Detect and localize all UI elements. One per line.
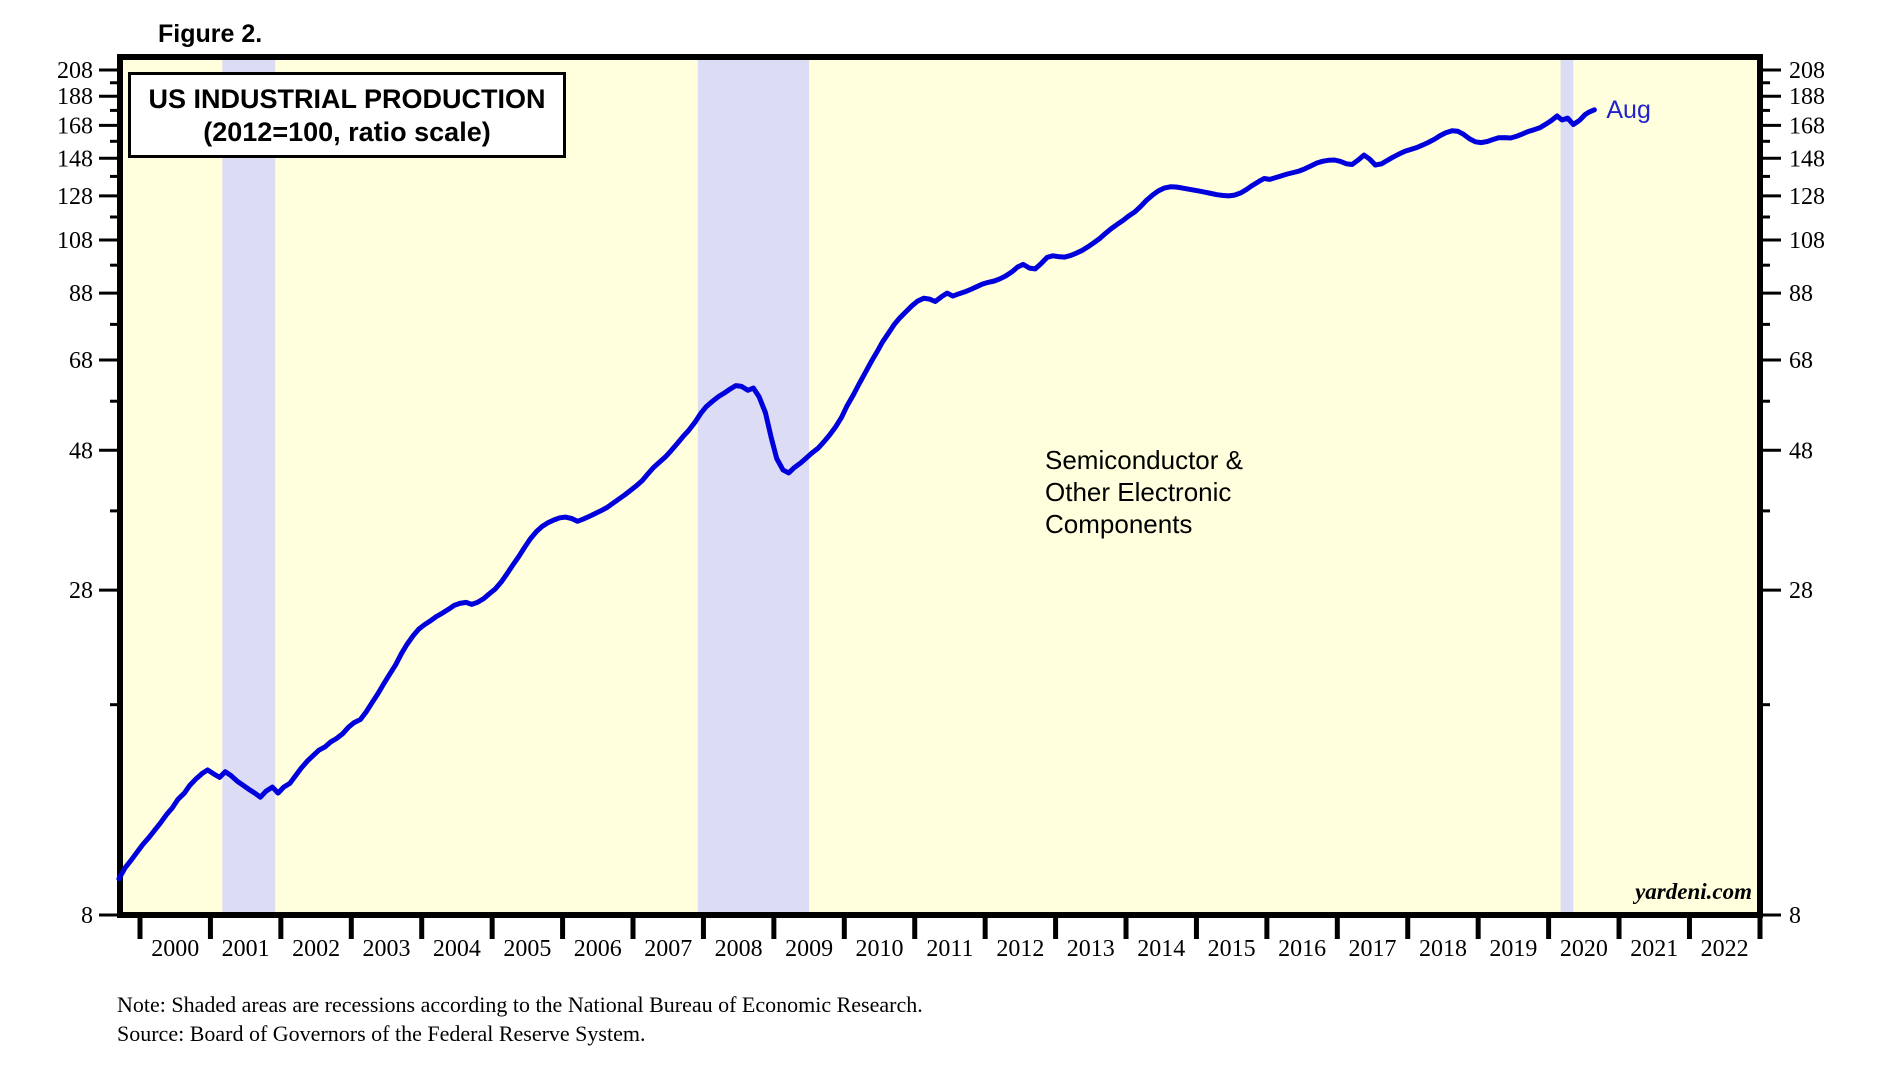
x-axis-year-label: 2003 <box>363 936 411 962</box>
y-axis-label-right: 128 <box>1789 184 1825 210</box>
y-axis-label-right: 108 <box>1789 228 1825 254</box>
x-axis-year-label: 2000 <box>151 936 199 962</box>
y-axis-label-left: 208 <box>57 58 93 84</box>
figure-number-label: Figure 2. <box>158 20 263 48</box>
x-axis-year-label: 2013 <box>1067 936 1115 962</box>
x-axis-year-label: 2001 <box>222 936 270 962</box>
note-recessions: Note: Shaded areas are recessions accord… <box>117 992 923 1017</box>
y-axis-label-left: 28 <box>69 578 93 604</box>
y-axis-label-right: 68 <box>1789 348 1813 374</box>
x-axis-year-label: 2011 <box>926 936 973 962</box>
series-annotation-line3: Components <box>1045 509 1193 539</box>
x-axis-year-label: 2004 <box>433 936 481 962</box>
x-axis-year-label: 2007 <box>644 936 692 962</box>
x-axis-year-label: 2008 <box>715 936 763 962</box>
y-axis-label-left: 88 <box>69 281 93 307</box>
chart-title-line1: US INDUSTRIAL PRODUCTION <box>148 84 546 114</box>
y-axis-label-right: 168 <box>1789 113 1825 139</box>
series-annotation: Semiconductor & Other Electronic Compone… <box>1045 444 1243 540</box>
y-axis-label-left: 188 <box>57 84 93 110</box>
y-axis-label-right: 28 <box>1789 578 1813 604</box>
series-annotation-line1: Semiconductor & <box>1045 445 1243 475</box>
plot-border <box>117 54 1763 918</box>
y-axis-label-left: 8 <box>81 903 93 929</box>
y-axis-label-left: 108 <box>57 228 93 254</box>
x-axis-year-label: 2002 <box>292 936 340 962</box>
y-axis-label-left: 168 <box>57 113 93 139</box>
x-axis-year-label: 2021 <box>1630 936 1678 962</box>
y-axis-label-right: 48 <box>1789 438 1813 464</box>
x-axis-year-label: 2010 <box>856 936 904 962</box>
plot-background <box>120 57 1760 915</box>
y-axis-label-right: 148 <box>1789 146 1825 172</box>
recession-band <box>222 60 276 912</box>
series-annotation-line2: Other Electronic <box>1045 477 1232 507</box>
y-axis-label-right: 208 <box>1789 58 1825 84</box>
footnotes: Note: Shaded areas are recessions accord… <box>117 990 923 1048</box>
y-axis-label-right: 88 <box>1789 281 1813 307</box>
x-axis-year-label: 2017 <box>1349 936 1397 962</box>
x-axis-year-label: 2018 <box>1419 936 1467 962</box>
x-axis-year-label: 2014 <box>1137 936 1185 962</box>
x-axis-year-label: 2005 <box>503 936 551 962</box>
x-axis-year-label: 2015 <box>1208 936 1256 962</box>
x-axis-year-label: 2020 <box>1560 936 1608 962</box>
production-series-line <box>116 107 1597 882</box>
x-axis-year-label: 2012 <box>996 936 1044 962</box>
note-source: Source: Board of Governors of the Federa… <box>117 1021 646 1046</box>
x-axis-year-label: 2006 <box>574 936 622 962</box>
y-axis-label-left: 148 <box>57 146 93 172</box>
y-axis-label-left: 68 <box>69 348 93 374</box>
y-axis-label-right: 188 <box>1789 84 1825 110</box>
x-axis-year-label: 2016 <box>1278 936 1326 962</box>
y-axis-label-left: 48 <box>69 438 93 464</box>
watermark-yardeni: yardeni.com <box>1635 879 1752 904</box>
y-axis-label-right: 8 <box>1789 903 1801 929</box>
x-axis-year-label: 2009 <box>785 936 833 962</box>
recession-band <box>1560 60 1574 912</box>
x-axis-year-label: 2019 <box>1489 936 1537 962</box>
x-axis-year-label: 2022 <box>1701 936 1749 962</box>
chart-title-line2: (2012=100, ratio scale) <box>203 117 491 147</box>
chart-title-box: US INDUSTRIAL PRODUCTION (2012=100, rati… <box>128 72 566 158</box>
last-point-month-label: Aug <box>1606 95 1651 124</box>
recession-band <box>697 60 810 912</box>
y-axis-label-left: 128 <box>57 184 93 210</box>
